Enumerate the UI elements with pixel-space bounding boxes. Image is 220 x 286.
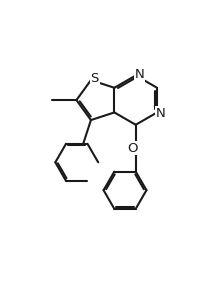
- Text: O: O: [127, 142, 138, 155]
- Text: N: N: [156, 107, 166, 120]
- Text: S: S: [91, 72, 99, 85]
- Text: N: N: [135, 68, 145, 81]
